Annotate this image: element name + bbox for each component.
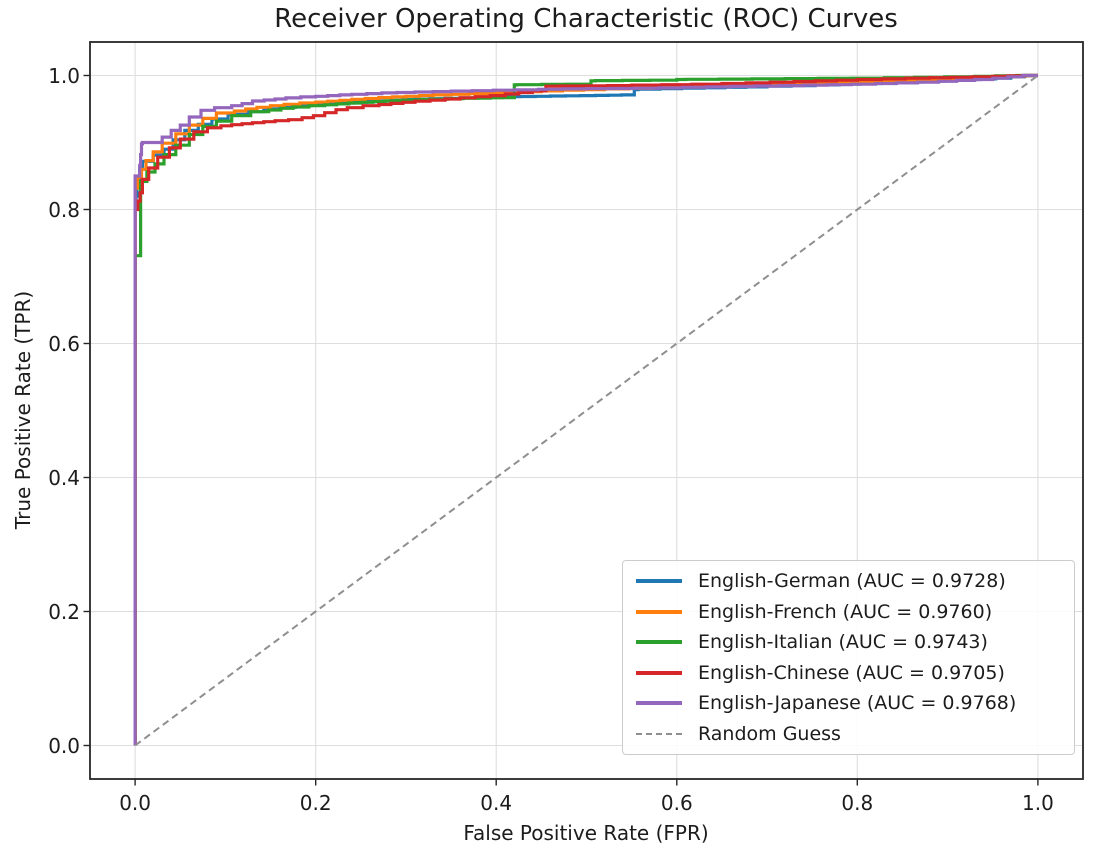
legend: English-German (AUC = 0.9728) English-Fr… — [622, 560, 1075, 755]
y-tick-label: 0.2 — [48, 599, 80, 624]
legend-item: English-Chinese (AUC = 0.9705) — [636, 658, 1064, 688]
x-tick-label: 1.0 — [1021, 791, 1054, 815]
x-tick-label: 0.2 — [299, 791, 332, 815]
tick-marks — [83, 74, 1039, 786]
legend-label: English-German (AUC = 0.9728) — [698, 570, 1006, 593]
x-tick-label: 0.6 — [660, 791, 693, 815]
y-tick-label: 0.0 — [48, 733, 80, 758]
legend-label: English-Chinese (AUC = 0.9705) — [698, 661, 1005, 684]
legend-line-english-chinese — [636, 670, 682, 675]
legend-line-english-german — [636, 579, 682, 584]
y-tick-label: 0.4 — [48, 465, 80, 490]
legend-line-english-japanese — [636, 701, 682, 706]
x-axis-label: False Positive Rate (FPR) — [463, 821, 709, 845]
legend-line-random-guess — [636, 732, 682, 735]
legend-label: English-Italian (AUC = 0.9743) — [698, 631, 988, 654]
chart-title: Receiver Operating Characteristic (ROC) … — [274, 4, 898, 34]
legend-label: English-French (AUC = 0.9760) — [698, 600, 993, 623]
series-curve-english-chinese — [133, 73, 1038, 746]
legend-item: English-Italian (AUC = 0.9743) — [636, 627, 1064, 657]
y-tick-label: 0.6 — [48, 331, 80, 356]
legend-item: Random Guess — [636, 719, 1064, 749]
series-curve-english-french — [133, 73, 1038, 746]
legend-line-english-italian — [636, 640, 682, 645]
legend-line-english-french — [636, 609, 682, 614]
series-curve-random-guess — [134, 74, 1039, 747]
plot-frame — [89, 41, 1084, 780]
y-tick-label: 1.0 — [48, 63, 80, 88]
x-tick-label: 0.4 — [480, 791, 513, 815]
series-curve-english-japanese — [133, 73, 1038, 746]
y-tick-label: 0.8 — [48, 197, 80, 222]
legend-label: English-Japanese (AUC = 0.9768) — [698, 692, 1017, 715]
legend-label: Random Guess — [698, 722, 841, 745]
x-tick-label: 0.8 — [841, 791, 874, 815]
legend-item: English-German (AUC = 0.9728) — [636, 566, 1064, 596]
grid-lines — [90, 42, 1083, 779]
legend-item: English-French (AUC = 0.9760) — [636, 597, 1064, 627]
legend-item: English-Japanese (AUC = 0.9768) — [636, 688, 1064, 718]
y-axis-label: True Positive Rate (TPR) — [11, 290, 35, 530]
x-tick-label: 0.0 — [119, 791, 151, 815]
